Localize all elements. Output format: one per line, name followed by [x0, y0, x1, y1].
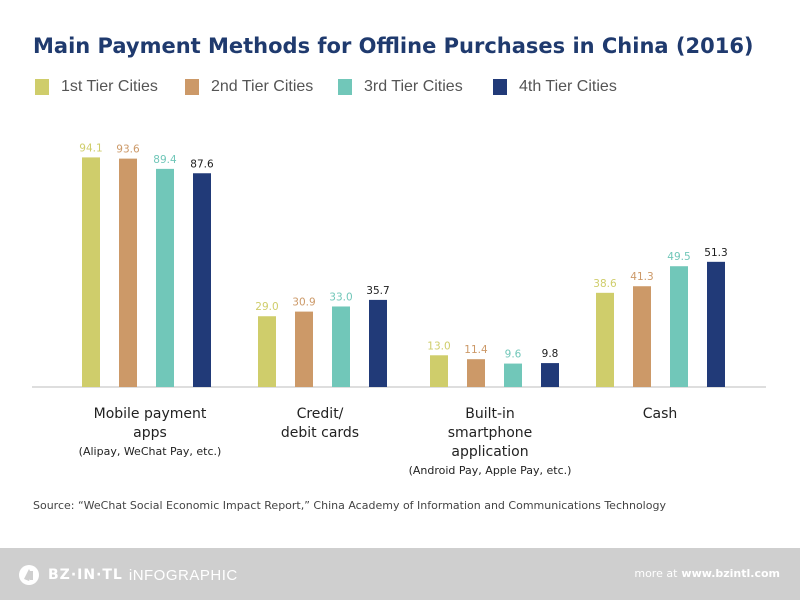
- category-label-line: apps: [133, 425, 167, 441]
- legend-swatch-2nd-tier: [185, 79, 199, 95]
- bar-cash-3rd-tier: [670, 266, 688, 387]
- data-label-credit-debit-4th-tier: 35.7: [366, 285, 389, 297]
- brand-logo: BZ·IN·TL iNFOGRAPHIC: [18, 564, 238, 586]
- brand-mark-icon: [19, 565, 39, 585]
- data-label-built-in-3rd-tier: 9.6: [505, 349, 522, 361]
- bar-credit-debit-2nd-tier: [295, 311, 313, 387]
- data-label-built-in-2nd-tier: 11.4: [464, 344, 488, 356]
- category-label-line: application: [451, 444, 529, 460]
- data-label-credit-debit-1st-tier: 29.0: [255, 301, 278, 313]
- category-label-credit-debit: Credit/ debit cards: [230, 405, 410, 443]
- category-sublabel: (Android Pay, Apple Pay, etc.): [408, 464, 572, 477]
- legend-label-1st-tier: 1st Tier Cities: [61, 78, 158, 95]
- website-link[interactable]: more at www.bzintl.com: [634, 567, 780, 580]
- category-label-mobile-payment: Mobile payment apps (Alipay, WeChat Pay,…: [50, 405, 250, 461]
- data-label-built-in-1st-tier: 13.0: [427, 340, 450, 352]
- legend-item-4th-tier: 4th Tier Cities: [493, 78, 617, 96]
- category-label-line: Cash: [642, 406, 678, 422]
- legend-item-1st-tier: 1st Tier Cities: [35, 78, 158, 96]
- bar-built-in-4th-tier: [541, 363, 559, 387]
- brand-name: BZ·IN·TL: [48, 567, 123, 583]
- data-label-cash-1st-tier: 38.6: [593, 278, 617, 290]
- data-label-mobile-payment-4th-tier: 87.6: [190, 158, 214, 170]
- legend-swatch-1st-tier: [35, 79, 49, 95]
- legend-label-2nd-tier: 2nd Tier Cities: [211, 78, 314, 95]
- bar-credit-debit-4th-tier: [369, 299, 387, 387]
- bar-mobile-payment-2nd-tier: [119, 158, 137, 387]
- bar-cash-4th-tier: [707, 261, 725, 387]
- legend-label-4th-tier: 4th Tier Cities: [519, 78, 617, 95]
- website-url[interactable]: www.bzintl.com: [681, 567, 780, 580]
- legend-label-3rd-tier: 3rd Tier Cities: [364, 78, 463, 95]
- bar-cash-1st-tier: [596, 292, 614, 387]
- category-label-line: Built-in: [465, 406, 515, 422]
- data-label-mobile-payment-1st-tier: 94.1: [79, 142, 102, 154]
- chart-legend: 1st Tier Cities 2nd Tier Cities 3rd Tier…: [0, 78, 800, 100]
- category-label-line: debit cards: [280, 425, 360, 441]
- bar-built-in-3rd-tier: [504, 363, 522, 387]
- source-note: Source: “WeChat Social Economic Impact R…: [33, 499, 666, 512]
- data-label-cash-3rd-tier: 49.5: [667, 251, 690, 263]
- category-label-line: Mobile payment: [93, 406, 207, 422]
- bar-mobile-payment-4th-tier: [193, 173, 211, 387]
- legend-item-2nd-tier: 2nd Tier Cities: [185, 78, 313, 96]
- category-label-built-in: Built-in smartphone application (Android…: [380, 405, 600, 480]
- data-label-mobile-payment-2nd-tier: 93.6: [116, 144, 140, 156]
- bar-chart: 94.1 29.0 13.0 38.6 93.6 30.9 11.4 41.3 89.4 33.0…: [32, 142, 766, 388]
- bar-cash-2nd-tier: [633, 286, 651, 387]
- bar-built-in-1st-tier: [430, 355, 448, 387]
- bar-built-in-2nd-tier: [467, 359, 485, 387]
- bar-credit-debit-3rd-tier: [332, 306, 350, 387]
- brand-tagline: iNFOGRAPHIC: [128, 566, 238, 584]
- footer-bar: BZ·IN·TL iNFOGRAPHIC more at www.bzintl.c…: [0, 548, 800, 600]
- category-label-line: Credit/: [296, 406, 344, 422]
- bar-mobile-payment-3rd-tier: [156, 168, 174, 387]
- data-label-credit-debit-2nd-tier: 30.9: [292, 297, 315, 309]
- data-label-credit-debit-3rd-tier: 33.0: [329, 291, 352, 303]
- legend-swatch-3rd-tier: [338, 79, 352, 95]
- data-label-mobile-payment-3rd-tier: 89.4: [153, 154, 177, 166]
- category-label-line: smartphone: [447, 425, 533, 441]
- data-label-cash-2nd-tier: 41.3: [630, 271, 653, 283]
- legend-swatch-4th-tier: [493, 79, 507, 95]
- legend-item-3rd-tier: 3rd Tier Cities: [338, 78, 463, 96]
- more-at-label: more at: [634, 567, 678, 580]
- chart-title: Main Payment Methods for Offline Purchas…: [33, 34, 754, 58]
- bar-mobile-payment-1st-tier: [82, 157, 100, 387]
- data-label-built-in-4th-tier: 9.8: [542, 348, 559, 360]
- bar-credit-debit-1st-tier: [258, 316, 276, 387]
- data-label-cash-4th-tier: 51.3: [704, 247, 727, 259]
- category-sublabel: (Alipay, WeChat Pay, etc.): [78, 445, 222, 458]
- category-label-cash: Cash: [580, 405, 740, 424]
